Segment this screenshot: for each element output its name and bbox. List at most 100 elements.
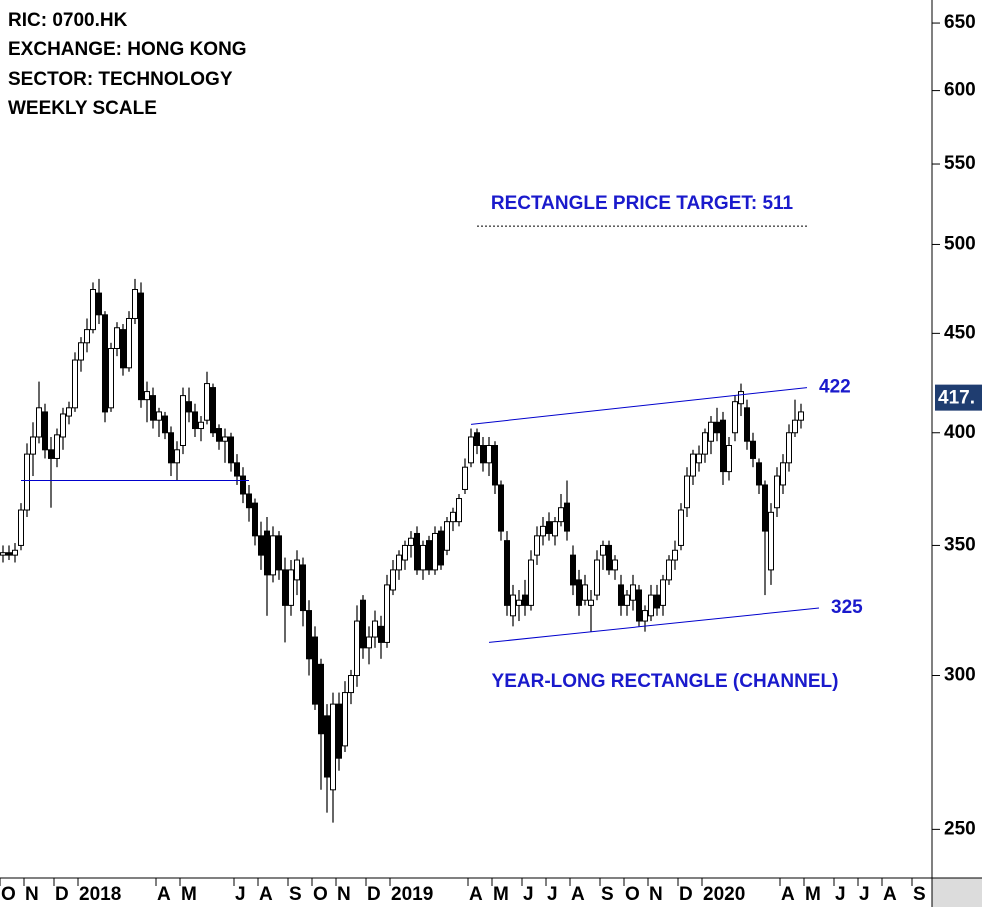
candle-body: [588, 599, 594, 606]
candle-body: [486, 445, 492, 464]
last-price-label: 417.: [938, 388, 975, 409]
candle-body: [684, 475, 690, 509]
x-tick-label: M: [805, 884, 821, 905]
candle-body: [738, 391, 744, 405]
y-tick-label: 650: [944, 12, 976, 33]
candle-body: [168, 432, 174, 464]
candle-body: [624, 594, 630, 606]
candle-body: [798, 411, 804, 421]
candle-body: [144, 391, 150, 401]
candle-body: [162, 415, 168, 434]
candle-body: [462, 466, 468, 490]
x-tick-label: J: [547, 884, 558, 905]
x-tick-label: 2019: [391, 884, 433, 905]
candle-body: [108, 347, 114, 409]
candle-body: [594, 559, 600, 596]
candle-body: [0, 552, 6, 556]
x-tick-label: M: [181, 884, 197, 905]
candle-body: [114, 327, 120, 349]
candle-body: [474, 432, 480, 447]
candle-body: [570, 554, 576, 586]
header-line: RIC: 0700.HK: [8, 10, 128, 31]
header-line: EXCHANGE: HONG KONG: [8, 39, 247, 60]
candle-body: [96, 292, 102, 316]
x-tick-label: J: [835, 884, 846, 905]
candle-body: [180, 395, 186, 447]
candle-body: [606, 544, 612, 571]
candle-body: [300, 564, 306, 612]
candle-body: [378, 625, 384, 643]
candle-body: [672, 549, 678, 561]
candle-body: [480, 445, 486, 464]
candle-body: [270, 535, 276, 576]
x-tick-label: J: [523, 884, 534, 905]
y-tick-label: 400: [944, 422, 976, 443]
candle-body: [564, 502, 570, 532]
y-tick-label: 450: [944, 322, 976, 343]
candle-body: [630, 584, 636, 601]
x-tick-label: D: [367, 884, 381, 905]
candle-body: [126, 317, 132, 369]
x-tick-label: A: [259, 884, 273, 905]
x-tick-label: S: [601, 884, 614, 905]
candle-body: [714, 421, 720, 434]
candle-body: [420, 544, 426, 571]
candle-body: [156, 411, 162, 421]
candle-body: [282, 569, 288, 606]
candle-body: [132, 289, 138, 319]
x-tick-label: S: [913, 884, 926, 905]
candle-body: [222, 436, 228, 442]
last-price-box: [935, 384, 982, 411]
corner: [932, 878, 982, 907]
candle-body: [84, 329, 90, 344]
candle-body: [786, 432, 792, 464]
candle-body: [240, 475, 246, 495]
candle-body: [216, 428, 222, 442]
candle-body: [648, 594, 654, 617]
candle-body: [438, 530, 444, 566]
candle-body: [642, 610, 648, 622]
candle-body: [660, 579, 666, 606]
candle-body: [36, 407, 42, 438]
pattern-label: YEAR-LONG RECTANGLE (CHANNEL): [492, 671, 839, 692]
candle-body: [360, 599, 366, 649]
candle-body: [726, 445, 732, 473]
x-tick-label: A: [157, 884, 171, 905]
candle-body: [30, 436, 36, 455]
candle-body: [744, 407, 750, 442]
candle-body: [228, 436, 234, 464]
candle-body: [24, 453, 30, 511]
candle-body: [702, 432, 708, 455]
x-tick-label: O: [313, 884, 328, 905]
candle-body: [174, 449, 180, 464]
x-tick-label: N: [649, 884, 663, 905]
candle-body: [264, 530, 270, 576]
candle-body: [552, 521, 558, 537]
channel-upper: [470, 387, 808, 425]
candle-body: [246, 493, 252, 509]
x-tick-label: 2018: [79, 884, 121, 905]
y-tick-label: 350: [944, 534, 976, 555]
candle-body: [402, 544, 408, 561]
candle-body: [732, 401, 738, 434]
candle-body: [504, 540, 510, 606]
candle-body: [18, 509, 24, 546]
candle-body: [198, 421, 204, 430]
candle-body: [102, 314, 108, 413]
x-tick-label: J: [235, 884, 246, 905]
candle-body: [336, 703, 342, 759]
candle-body: [696, 453, 702, 464]
candle-body: [54, 434, 60, 459]
candle-body: [60, 413, 66, 438]
header-line: SECTOR: TECHNOLOGY: [8, 69, 233, 90]
candle-body: [342, 692, 348, 747]
candle-body: [210, 387, 216, 434]
candle-body: [678, 509, 684, 546]
candle-body: [690, 453, 696, 477]
candle-body: [534, 535, 540, 556]
candle-body: [528, 559, 534, 606]
x-tick-label: N: [25, 884, 39, 905]
candle-body: [48, 449, 54, 459]
candle-body: [468, 436, 474, 464]
candle-body: [414, 532, 420, 571]
